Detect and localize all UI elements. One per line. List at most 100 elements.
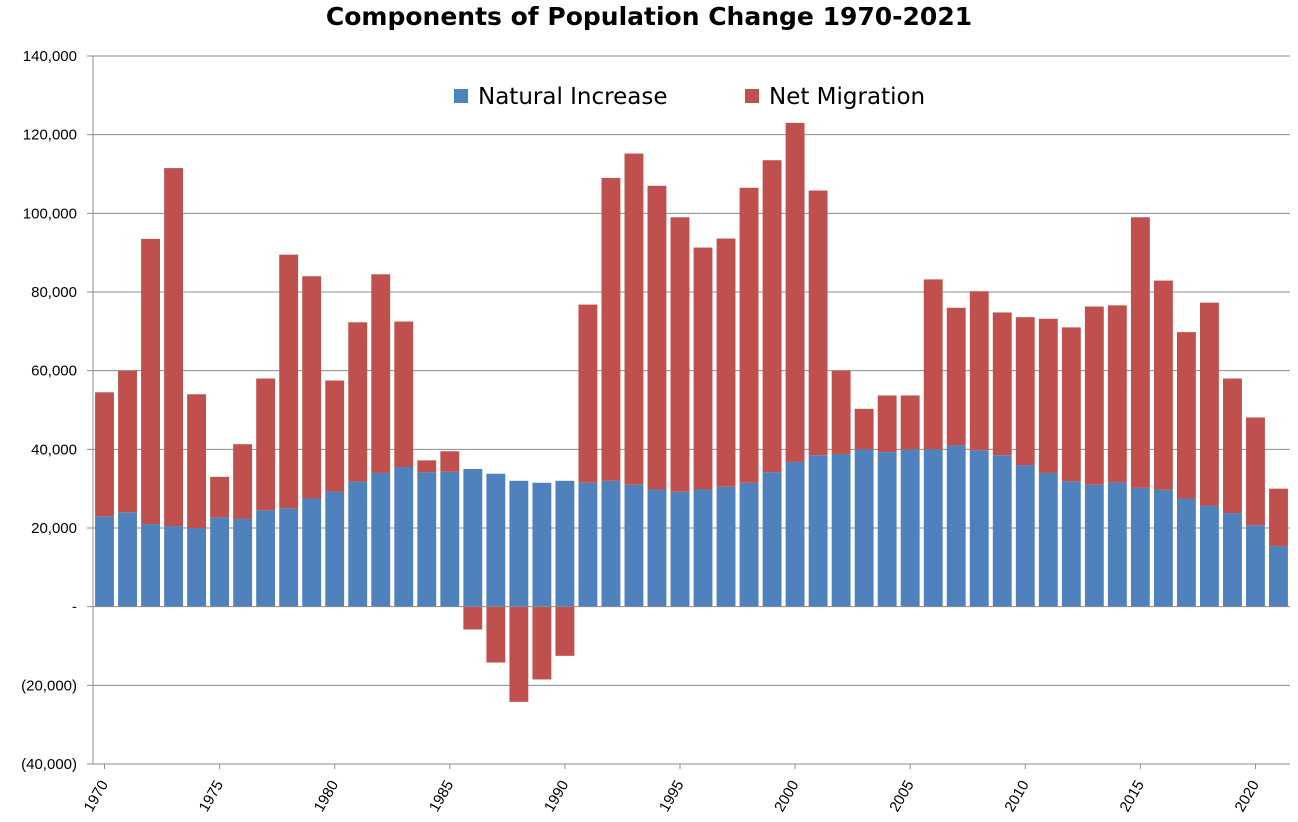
- bar-natural-increase: [95, 516, 114, 607]
- y-tick-label: (40,000): [21, 756, 77, 773]
- bar-natural-increase: [348, 481, 368, 607]
- y-axis-ticks: (40,000) (20,000) - 20,000 40,000 60,000 80,00…: [21, 48, 77, 773]
- bar-net-migration: [1199, 302, 1219, 506]
- legend-label-net-migration: Net Migration: [769, 84, 925, 110]
- chart-title: Components of Population Change 1970-202…: [325, 2, 973, 31]
- bar-net-migration: [1061, 327, 1081, 482]
- bar-natural-increase: [486, 473, 506, 607]
- bar-natural-increase: [1223, 513, 1242, 607]
- bar-natural-increase: [601, 480, 621, 607]
- bar-net-migration: [647, 185, 667, 490]
- bar-natural-increase: [647, 489, 667, 607]
- y-tick-label: 100,000: [23, 205, 77, 222]
- bar-natural-increase: [1269, 546, 1288, 607]
- bar-natural-increase: [509, 480, 529, 607]
- bar-net-migration: [739, 187, 759, 483]
- bars: [95, 122, 1288, 702]
- y-tick-label: 120,000: [23, 127, 77, 144]
- bar-natural-increase: [808, 455, 828, 607]
- bar-natural-increase: [118, 512, 137, 607]
- x-tick-label: 1990: [541, 778, 572, 815]
- bar-net-migration: [141, 238, 160, 525]
- x-tick-label: 1975: [196, 778, 227, 815]
- bar-natural-increase: [440, 471, 460, 607]
- bar-net-migration: [256, 378, 276, 511]
- bar-net-migration: [1246, 417, 1265, 526]
- bar-net-migration: [1223, 378, 1242, 514]
- bar-natural-increase: [394, 467, 414, 607]
- legend-label-natural-increase: Natural Increase: [478, 84, 667, 110]
- x-tick-label: 1980: [311, 778, 342, 815]
- bar-net-migration: [900, 395, 920, 450]
- bar-natural-increase: [1084, 484, 1104, 607]
- bar-net-migration: [509, 606, 529, 702]
- bar-net-migration: [233, 444, 253, 519]
- x-tick-label: 2005: [886, 778, 917, 815]
- y-tick-label: 60,000: [31, 363, 77, 380]
- bar-net-migration: [624, 153, 644, 485]
- bar-net-migration: [693, 247, 713, 490]
- bar-net-migration: [325, 380, 345, 492]
- bar-natural-increase: [923, 449, 943, 607]
- bar-natural-increase: [693, 489, 713, 607]
- bar-net-migration: [164, 168, 184, 527]
- bar-net-migration: [440, 451, 460, 472]
- y-tick-label: 140,000: [23, 48, 77, 65]
- bar-natural-increase: [1107, 482, 1127, 607]
- bar-natural-increase: [762, 472, 782, 607]
- x-tick-label: 1985: [426, 778, 457, 815]
- bar-net-migration: [348, 322, 368, 482]
- bar-net-migration: [762, 160, 782, 473]
- y-tick-label: -: [72, 599, 77, 616]
- bar-natural-increase: [1176, 498, 1196, 607]
- bar-natural-increase: [325, 491, 345, 607]
- bar-net-migration: [1107, 305, 1127, 483]
- bar-natural-increase: [785, 461, 805, 607]
- bar-natural-increase: [624, 484, 644, 607]
- bar-natural-increase: [1199, 505, 1219, 607]
- bar-net-migration: [187, 394, 207, 528]
- axes: [87, 55, 1290, 769]
- bar-natural-increase: [1130, 487, 1150, 607]
- bar-net-migration: [785, 122, 805, 462]
- x-tick-label: 1970: [81, 778, 112, 815]
- bar-net-migration: [831, 370, 851, 455]
- bar-natural-increase: [946, 445, 966, 607]
- bar-net-migration: [992, 312, 1012, 456]
- bar-net-migration: [1269, 488, 1288, 547]
- bar-natural-increase: [831, 454, 851, 607]
- bar-natural-increase: [256, 510, 276, 607]
- x-axis-ticks: 1970 1975 1980 1985 1990 1995 2000 2005 2010 2015…: [81, 778, 1263, 815]
- bar-net-migration: [371, 274, 391, 473]
- legend-swatch-natural-increase: [454, 89, 468, 103]
- bar-natural-increase: [302, 498, 322, 607]
- bar-net-migration: [854, 408, 874, 450]
- x-tick-label: 2015: [1116, 778, 1147, 815]
- bar-natural-increase: [578, 482, 598, 607]
- bar-natural-increase: [279, 508, 299, 607]
- bar-net-migration: [1084, 306, 1104, 485]
- bar-natural-increase: [141, 524, 160, 607]
- y-tick-label: 80,000: [31, 284, 77, 301]
- y-tick-label: 20,000: [31, 520, 77, 537]
- bar-net-migration: [279, 254, 299, 509]
- bar-net-migration: [1130, 217, 1150, 488]
- bar-net-migration: [417, 460, 437, 473]
- x-tick-label: 2020: [1232, 778, 1263, 815]
- bar-net-migration: [532, 606, 552, 680]
- bar-natural-increase: [417, 472, 437, 607]
- bar-natural-increase: [187, 528, 207, 607]
- bar-natural-increase: [555, 480, 575, 607]
- bar-net-migration: [486, 606, 506, 663]
- x-tick-label: 1995: [656, 778, 687, 815]
- bar-natural-increase: [1015, 465, 1035, 607]
- bar-net-migration: [555, 606, 575, 656]
- bar-natural-increase: [371, 472, 391, 607]
- y-tick-label: (20,000): [21, 677, 77, 694]
- legend-swatch-net-migration: [745, 89, 759, 103]
- bar-natural-increase: [854, 449, 874, 607]
- bar-net-migration: [1015, 317, 1035, 466]
- legend: Natural Increase Net Migration: [454, 84, 925, 110]
- bar-natural-increase: [1246, 525, 1265, 607]
